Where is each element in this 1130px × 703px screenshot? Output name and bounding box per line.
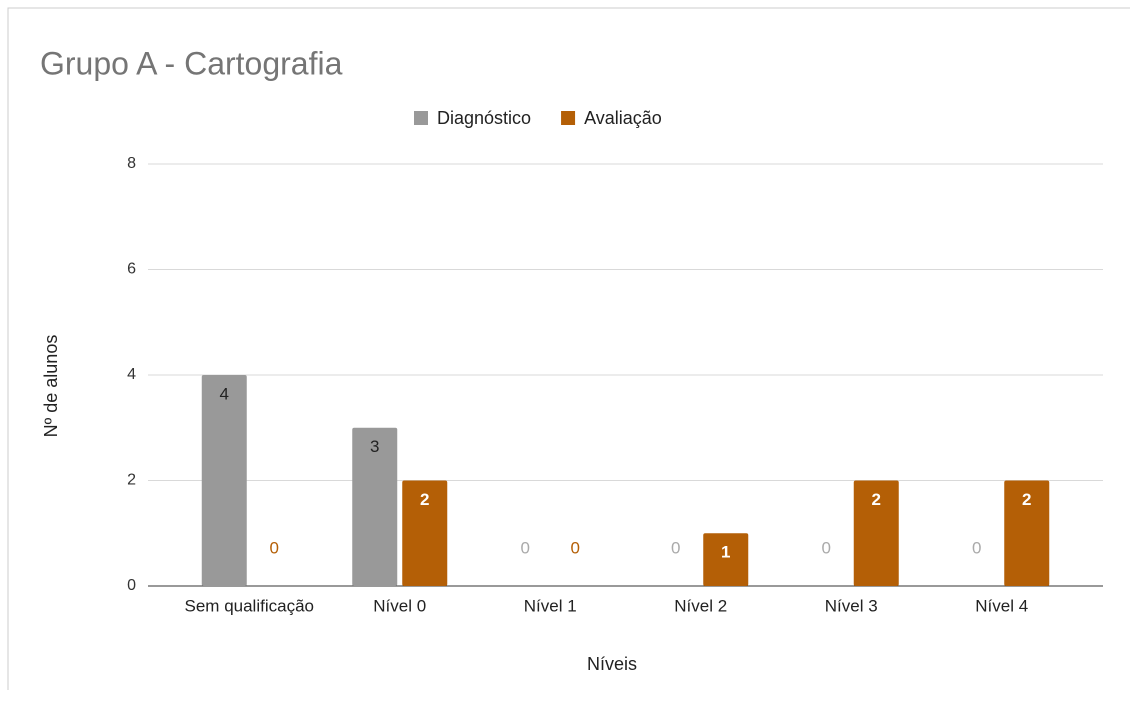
x-tick-label: Sem qualificação [185,596,314,615]
legend-swatch [414,111,428,125]
y-axis-label: Nº de alunos [41,335,61,438]
bar [853,480,899,586]
y-tick-label: 2 [127,472,136,489]
data-label: 4 [220,384,229,403]
data-label: 0 [671,538,680,557]
y-tick-label: 8 [127,155,136,172]
chart-frame [7,7,1130,690]
bar [201,375,247,586]
data-label: 0 [270,538,279,557]
y-tick-label: 0 [127,577,136,594]
data-label: 0 [571,538,580,557]
chart-title: Grupo A - Cartografia [40,45,343,81]
data-label: 0 [972,538,981,557]
legend-swatch [561,111,576,125]
x-tick-label: Nível 3 [825,596,878,615]
bar [402,480,448,586]
data-label: 3 [370,437,379,456]
bar [352,427,398,586]
data-label: 2 [872,490,881,509]
data-label: 2 [1022,490,1031,509]
x-tick-label: Nível 0 [373,596,426,615]
bar [1004,480,1050,586]
data-label: 1 [721,543,730,562]
x-tick-label: Nível 2 [674,596,727,615]
x-tick-label: Nível 1 [524,596,577,615]
bar [703,533,749,586]
y-tick-label: 4 [127,366,136,383]
data-label: 0 [521,538,530,557]
y-tick-label: 6 [127,261,136,278]
data-label: 0 [822,538,831,557]
legend-label: Diagnóstico [437,108,531,128]
data-label: 2 [420,490,429,509]
legend-label: Avaliação [584,108,662,128]
x-tick-label: Nível 4 [975,596,1028,615]
x-axis-label: Níveis [587,654,637,674]
